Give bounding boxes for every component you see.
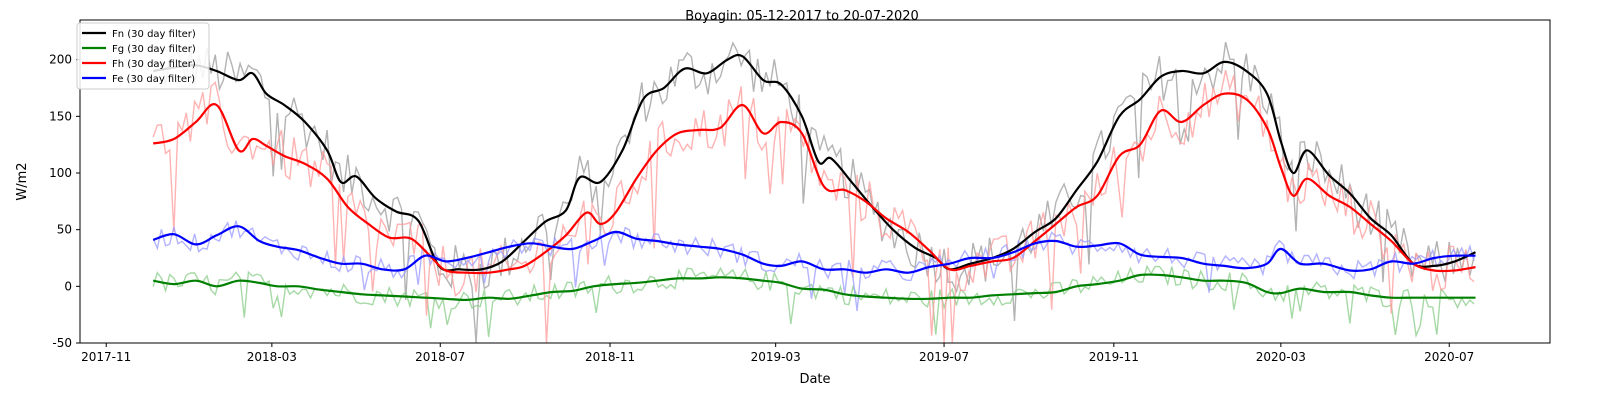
x-tick-label: 2020-03 bbox=[1256, 350, 1306, 364]
legend: Fn (30 day filter) Fg (30 day filter) Fh (… bbox=[76, 22, 210, 90]
legend-label: Fe (30 day filter) bbox=[112, 74, 195, 85]
legend-label: Fh (30 day filter) bbox=[112, 59, 196, 70]
series-line-3 bbox=[152, 225, 1476, 274]
raw-trace-2 bbox=[152, 70, 1475, 344]
y-tick-label: 200 bbox=[49, 53, 72, 67]
legend-box bbox=[76, 22, 210, 90]
raw-trace-0 bbox=[153, 41, 1475, 344]
legend-label: Fg (30 day filter) bbox=[112, 44, 196, 55]
y-tick-label: -50 bbox=[52, 336, 72, 350]
x-tick-label: 2019-03 bbox=[751, 350, 801, 364]
legend-label: Fn (30 day filter) bbox=[112, 29, 196, 40]
y-axis: -50 0 50 100 150 200 bbox=[49, 53, 80, 350]
x-tick-label: 2019-07 bbox=[919, 350, 969, 364]
series-line-1 bbox=[153, 273, 1476, 302]
x-axis-label: Date bbox=[799, 372, 830, 387]
y-tick-label: 50 bbox=[57, 223, 72, 237]
raw-trace-1 bbox=[152, 264, 1475, 339]
x-tick-label: 2019-11 bbox=[1089, 350, 1139, 364]
chart-title: Boyagin: 05-12-2017 to 20-07-2020 bbox=[685, 9, 919, 24]
series-line-0 bbox=[153, 53, 1476, 272]
x-axis: 2017-11 2018-03 2018-07 2018-11 2019-03 2019-… bbox=[81, 343, 1474, 364]
x-tick-label: 2018-07 bbox=[415, 350, 465, 364]
filtered-series bbox=[152, 53, 1476, 302]
series-line-2 bbox=[152, 92, 1476, 275]
x-tick-label: 2018-11 bbox=[585, 350, 635, 364]
y-tick-label: 150 bbox=[49, 109, 72, 123]
raw-daily-traces bbox=[152, 41, 1475, 344]
y-axis-label: W/m2 bbox=[15, 162, 30, 200]
y-tick-label: 100 bbox=[49, 166, 72, 180]
x-tick-label: 2020-07 bbox=[1424, 350, 1474, 364]
plot-area-frame bbox=[79, 19, 1551, 344]
x-tick-label: 2017-11 bbox=[81, 350, 131, 364]
y-tick-label: 0 bbox=[64, 279, 72, 293]
raw-trace-3 bbox=[152, 220, 1475, 311]
x-tick-label: 2018-03 bbox=[247, 350, 297, 364]
